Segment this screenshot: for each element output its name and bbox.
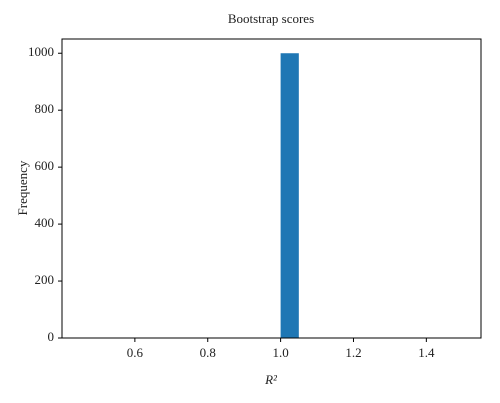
x-axis-label: R² <box>264 372 278 387</box>
x-tick-label: 1.0 <box>272 345 288 360</box>
x-tick-label: 1.4 <box>418 345 435 360</box>
y-tick-label: 0 <box>48 329 55 344</box>
y-tick-label: 400 <box>35 215 55 230</box>
y-tick-label: 1000 <box>28 44 54 59</box>
y-tick-label: 600 <box>35 158 55 173</box>
axes-frame <box>61 38 482 339</box>
x-tick-label: 0.8 <box>200 345 216 360</box>
y-axis-label: Frequency <box>15 160 30 215</box>
y-tick-label: 200 <box>35 272 55 287</box>
x-tick-label: 1.2 <box>345 345 361 360</box>
chart-title: Bootstrap scores <box>228 11 314 26</box>
bar <box>280 53 299 338</box>
x-tick-label: 0.6 <box>127 345 144 360</box>
y-tick-label: 800 <box>35 101 55 116</box>
